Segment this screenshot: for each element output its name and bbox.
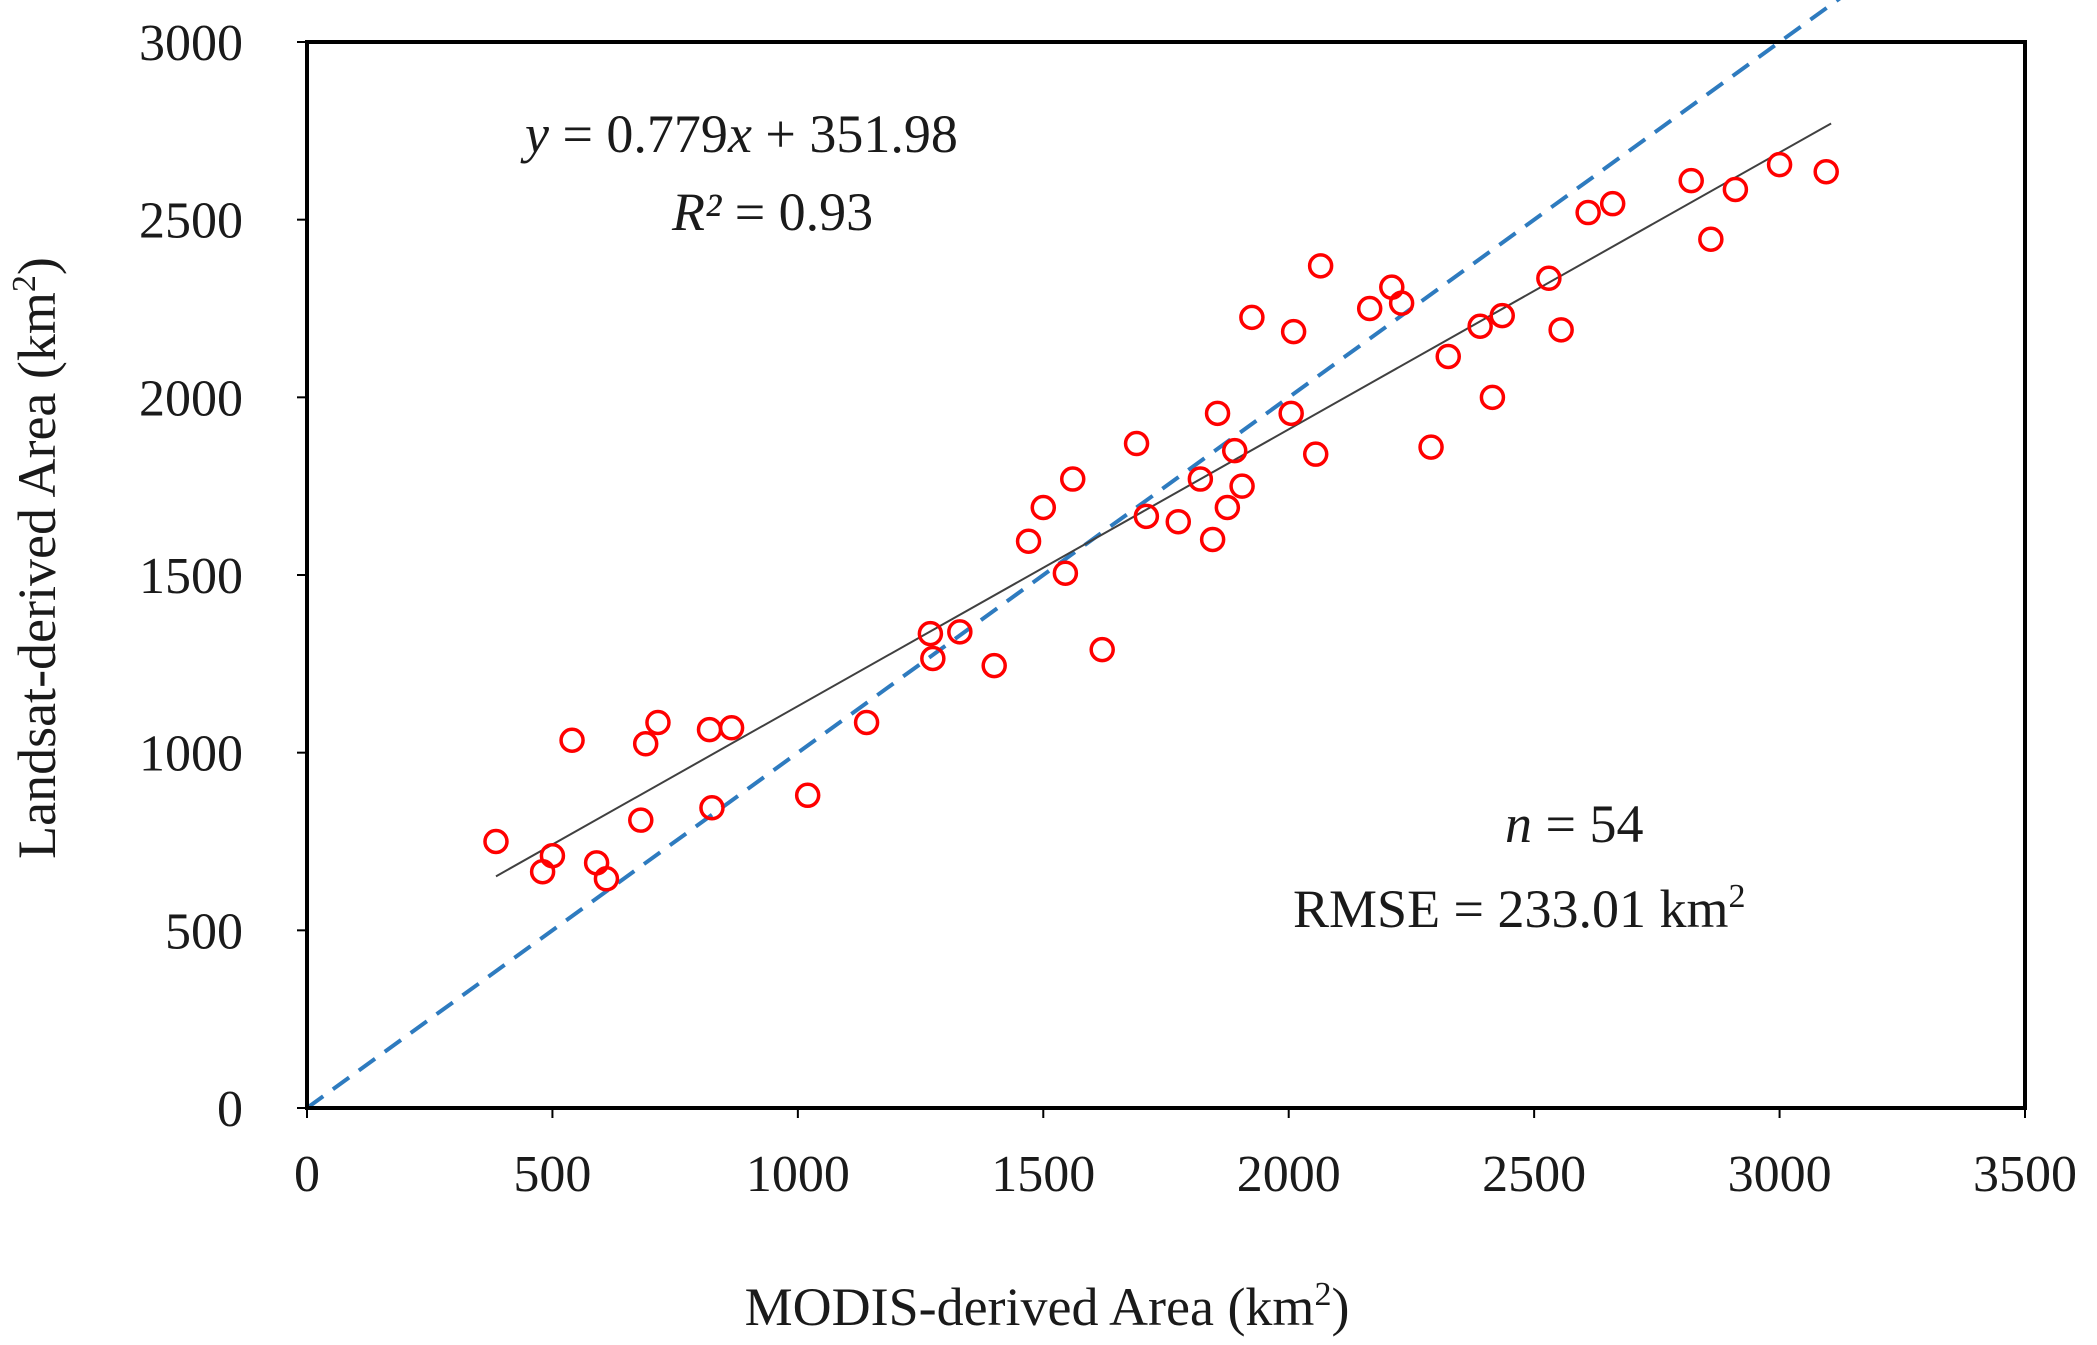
data-point bbox=[1015, 528, 1042, 554]
plot-area-frame bbox=[305, 40, 2027, 1110]
data-point bbox=[1766, 151, 1793, 178]
data-point bbox=[1379, 274, 1405, 300]
data-point bbox=[1199, 526, 1226, 553]
data-point bbox=[1030, 494, 1057, 521]
data-point bbox=[699, 794, 725, 821]
data-point bbox=[1133, 503, 1160, 530]
y-tick-label: 500 bbox=[165, 903, 243, 960]
y-tick-label: 3000 bbox=[139, 15, 243, 72]
x-tick-label: 2000 bbox=[1237, 1146, 1341, 1203]
x-tick-label: 3000 bbox=[1728, 1146, 1832, 1203]
data-points bbox=[483, 151, 1839, 892]
data-point bbox=[981, 652, 1007, 679]
data-point bbox=[593, 866, 620, 892]
data-point bbox=[1418, 434, 1444, 460]
data-point bbox=[645, 709, 671, 736]
x-axis-ticks: 0 500 1000 1500 2000 2500 3000 3500 bbox=[294, 1108, 2077, 1203]
data-point bbox=[917, 620, 944, 647]
y-tick-label: 1000 bbox=[139, 726, 243, 783]
y-axis-ticks: 0 500 1000 1500 2000 2500 3000 bbox=[139, 15, 307, 1138]
r-squared-annotation: R² = 0.93 bbox=[671, 182, 873, 242]
sample-size-annotation: n = 54 bbox=[1505, 794, 1643, 854]
data-point bbox=[1722, 176, 1749, 203]
y-tick-label: 2000 bbox=[139, 370, 243, 427]
one-to-one-line bbox=[305, 0, 1842, 1110]
data-point bbox=[628, 807, 654, 833]
data-point bbox=[1536, 265, 1562, 292]
data-point bbox=[696, 716, 723, 743]
data-point bbox=[1435, 343, 1461, 370]
data-point bbox=[1089, 636, 1115, 663]
x-tick-label: 1500 bbox=[991, 1146, 1095, 1203]
data-point bbox=[947, 619, 973, 645]
data-point bbox=[559, 727, 585, 753]
data-point bbox=[1678, 167, 1704, 194]
x-tick-label: 500 bbox=[513, 1146, 591, 1203]
data-point bbox=[583, 850, 610, 876]
data-point bbox=[1221, 437, 1248, 464]
data-point bbox=[1278, 400, 1304, 427]
data-point bbox=[1599, 190, 1626, 217]
data-point bbox=[1239, 304, 1265, 331]
data-point bbox=[1467, 313, 1493, 340]
data-point bbox=[853, 709, 880, 736]
data-point bbox=[794, 782, 821, 809]
data-point bbox=[1388, 290, 1415, 316]
x-tick-label: 3500 bbox=[1973, 1146, 2077, 1203]
data-point bbox=[1280, 318, 1307, 345]
x-tick-label: 1000 bbox=[746, 1146, 850, 1203]
data-point bbox=[1307, 253, 1334, 279]
data-point bbox=[1165, 508, 1192, 535]
data-point bbox=[529, 858, 556, 885]
y-tick-label: 0 bbox=[217, 1081, 243, 1138]
data-point bbox=[1052, 560, 1079, 586]
data-point bbox=[1214, 494, 1241, 521]
x-axis-label: MODIS-derived Area (km2) bbox=[745, 1276, 1350, 1337]
data-point bbox=[632, 731, 659, 757]
data-point bbox=[539, 842, 566, 869]
data-point bbox=[1059, 466, 1086, 492]
data-point bbox=[1698, 226, 1724, 252]
data-point bbox=[1302, 441, 1329, 467]
data-point bbox=[1575, 199, 1601, 226]
data-point bbox=[1204, 400, 1231, 427]
y-tick-label: 2500 bbox=[139, 193, 243, 250]
data-point bbox=[483, 828, 509, 855]
regression-line bbox=[495, 122, 1832, 878]
data-point bbox=[1229, 473, 1255, 499]
data-point bbox=[1548, 317, 1574, 343]
data-point bbox=[1356, 295, 1383, 322]
rmse-annotation: RMSE = 233.01 km2 bbox=[1293, 878, 1746, 939]
y-tick-label: 1500 bbox=[139, 548, 243, 605]
regression-equation: y = 0.779x + 351.98 bbox=[520, 104, 958, 164]
x-tick-label: 2500 bbox=[1482, 1146, 1586, 1203]
data-point bbox=[1187, 466, 1214, 492]
x-tick-label: 0 bbox=[294, 1146, 320, 1203]
data-point bbox=[1813, 158, 1839, 185]
data-point bbox=[718, 715, 745, 741]
data-point bbox=[1479, 384, 1506, 411]
data-point bbox=[1123, 430, 1150, 457]
data-point bbox=[920, 645, 946, 672]
y-axis-label: Landsat-derived Area (km2) bbox=[6, 257, 67, 859]
data-point bbox=[1489, 302, 1515, 329]
fit-lines bbox=[305, 0, 1842, 1110]
